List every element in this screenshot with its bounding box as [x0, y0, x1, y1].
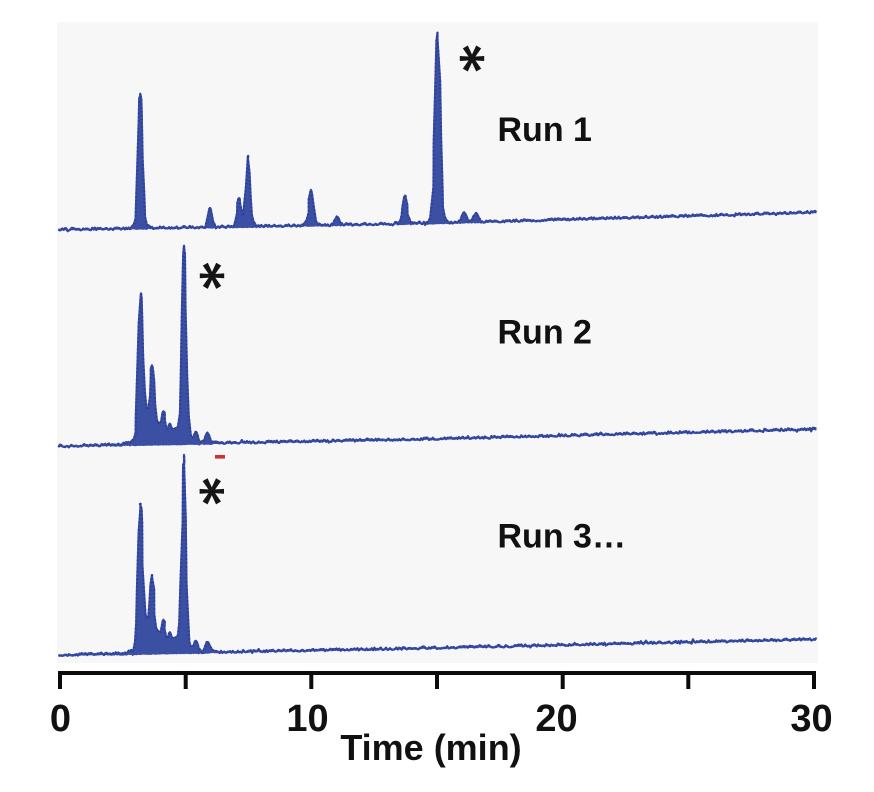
- svg-text:20: 20: [535, 698, 577, 740]
- svg-text:Run 3…: Run 3…: [498, 518, 626, 556]
- svg-text:10: 10: [286, 698, 328, 740]
- svg-text:0: 0: [50, 698, 71, 740]
- svg-text:Time (min): Time (min): [340, 727, 521, 768]
- svg-text:30: 30: [790, 698, 832, 740]
- svg-text:Run 1: Run 1: [498, 111, 592, 149]
- svg-text:Run 2: Run 2: [498, 314, 592, 352]
